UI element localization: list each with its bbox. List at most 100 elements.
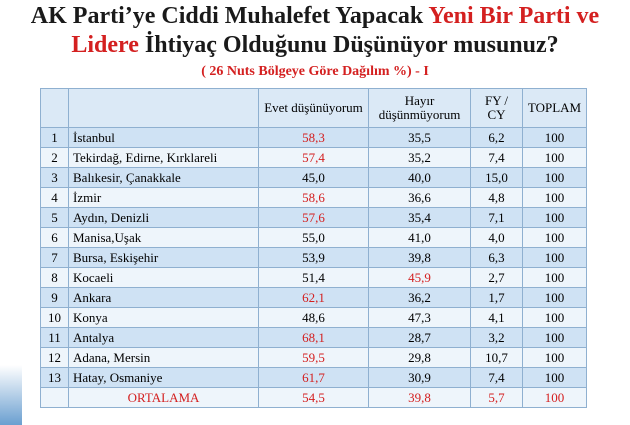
region-name: Antalya — [68, 327, 259, 348]
value-cell: 7,4 — [470, 367, 523, 388]
value-cell: 100 — [522, 187, 587, 208]
row-number: 4 — [40, 187, 69, 208]
table-row: 12 Adana, Mersin 59,5 29,8 10,7 100 — [40, 347, 587, 368]
value-cell: 100 — [522, 367, 587, 388]
header-row: Evet düşünüyorum Hayır düşünmüyorum FY / C… — [40, 88, 587, 128]
value-cell: 100 — [522, 207, 587, 228]
table-row: 10 Konya 48,6 47,3 4,1 100 — [40, 307, 587, 328]
value-cell: 47,3 — [368, 307, 471, 328]
value-cell: 4,0 — [470, 227, 523, 248]
table-row: 7 Bursa, Eskişehir 53,9 39,8 6,3 100 — [40, 247, 587, 268]
value-cell: 100 — [522, 287, 587, 308]
title-line: Lidere İhtiyaç Olduğunu Düşünüyor musunu… — [0, 31, 630, 60]
column-header: Evet düşünüyorum — [258, 88, 369, 128]
table-row: 9 Ankara 62,1 36,2 1,7 100 — [40, 287, 587, 308]
value-cell: 6,3 — [470, 247, 523, 268]
value-cell: 29,8 — [368, 347, 471, 368]
table-row: 6 Manisa,Uşak 55,0 41,0 4,0 100 — [40, 227, 587, 248]
table-row: 8 Kocaeli 51,4 45,9 2,7 100 — [40, 267, 587, 288]
title-segment: Yeni Bir Parti ve — [428, 3, 600, 29]
region-name: İzmir — [68, 187, 259, 208]
row-number: 13 — [40, 367, 69, 388]
value-cell: 36,6 — [368, 187, 471, 208]
value-cell: 48,6 — [258, 307, 369, 328]
value-cell: 55,0 — [258, 227, 369, 248]
average-label: ORTALAMA — [68, 387, 259, 408]
row-number: 7 — [40, 247, 69, 268]
title: AK Parti’ye Ciddi Muhalefet Yapacak Yeni… — [0, 2, 630, 60]
region-name: Tekirdağ, Edirne, Kırklareli — [68, 147, 259, 168]
region-name: Adana, Mersin — [68, 347, 259, 368]
table-row: 13 Hatay, Osmaniye 61,7 30,9 7,4 100 — [40, 367, 587, 388]
table-row: 3 Balıkesir, Çanakkale 45,0 40,0 15,0 100 — [40, 167, 587, 188]
value-cell: 35,4 — [368, 207, 471, 228]
value-cell: 58,6 — [258, 187, 369, 208]
value-cell: 100 — [522, 307, 587, 328]
value-cell: 100 — [522, 227, 587, 248]
average-cell: 54,5 — [258, 387, 369, 408]
value-cell: 68,1 — [258, 327, 369, 348]
title-line: AK Parti’ye Ciddi Muhalefet Yapacak Yeni… — [0, 2, 630, 31]
value-cell: 45,0 — [258, 167, 369, 188]
value-cell: 3,2 — [470, 327, 523, 348]
row-number: 3 — [40, 167, 69, 188]
header-cell — [40, 88, 69, 128]
column-header: FY / CY — [470, 88, 523, 128]
region-name: Aydın, Denizli — [68, 207, 259, 228]
region-name: Balıkesir, Çanakkale — [68, 167, 259, 188]
value-cell: 6,2 — [470, 127, 523, 148]
region-name: İstanbul — [68, 127, 259, 148]
column-header: TOPLAM — [522, 88, 587, 128]
row-number: 1 — [40, 127, 69, 148]
region-name: Konya — [68, 307, 259, 328]
decoration — [0, 365, 22, 425]
value-cell: 100 — [522, 147, 587, 168]
value-cell: 7,1 — [470, 207, 523, 228]
value-cell: 4,1 — [470, 307, 523, 328]
row-number: 11 — [40, 327, 69, 348]
average-cell: 5,7 — [470, 387, 523, 408]
average-cell: 100 — [522, 387, 587, 408]
value-cell: 100 — [522, 247, 587, 268]
value-cell: 62,1 — [258, 287, 369, 308]
value-cell: 53,9 — [258, 247, 369, 268]
value-cell: 40,0 — [368, 167, 471, 188]
table-row: 5 Aydın, Denizli 57,6 35,4 7,1 100 — [40, 207, 587, 228]
value-cell: 10,7 — [470, 347, 523, 368]
row-number: 10 — [40, 307, 69, 328]
value-cell: 100 — [522, 127, 587, 148]
region-name: Hatay, Osmaniye — [68, 367, 259, 388]
subtitle: ( 26 Nuts Bölgeye Göre Dağılım %) - I — [201, 64, 429, 79]
title-segment: İhtiyaç Olduğunu Düşünüyor musunuz? — [138, 32, 559, 58]
region-name: Bursa, Eskişehir — [68, 247, 259, 268]
value-cell: 15,0 — [470, 167, 523, 188]
value-cell: 100 — [522, 267, 587, 288]
value-cell: 7,4 — [470, 147, 523, 168]
header-cell — [68, 88, 259, 128]
title-segment: Lidere — [71, 32, 139, 58]
title-segment: AK Parti’ye Ciddi Muhalefet Yapacak — [30, 3, 429, 29]
average-row: ORTALAMA 54,5 39,8 5,7 100 — [40, 387, 587, 408]
value-cell: 100 — [522, 327, 587, 348]
value-cell: 57,4 — [258, 147, 369, 168]
empty-cell — [40, 387, 69, 408]
value-cell: 35,2 — [368, 147, 471, 168]
value-cell: 100 — [522, 167, 587, 188]
average-cell: 39,8 — [368, 387, 471, 408]
results-table: Evet düşünüyorum Hayır düşünmüyorum FY / C… — [40, 88, 587, 408]
table-row: 11 Antalya 68,1 28,7 3,2 100 — [40, 327, 587, 348]
row-number: 12 — [40, 347, 69, 368]
value-cell: 30,9 — [368, 367, 471, 388]
value-cell: 59,5 — [258, 347, 369, 368]
table-row: 1 İstanbul 58,3 35,5 6,2 100 — [40, 127, 587, 148]
value-cell: 100 — [522, 347, 587, 368]
region-name: Manisa,Uşak — [68, 227, 259, 248]
value-cell: 1,7 — [470, 287, 523, 308]
value-cell: 57,6 — [258, 207, 369, 228]
row-number: 5 — [40, 207, 69, 228]
row-number: 8 — [40, 267, 69, 288]
row-number: 9 — [40, 287, 69, 308]
table-row: 4 İzmir 58,6 36,6 4,8 100 — [40, 187, 587, 208]
row-number: 6 — [40, 227, 69, 248]
